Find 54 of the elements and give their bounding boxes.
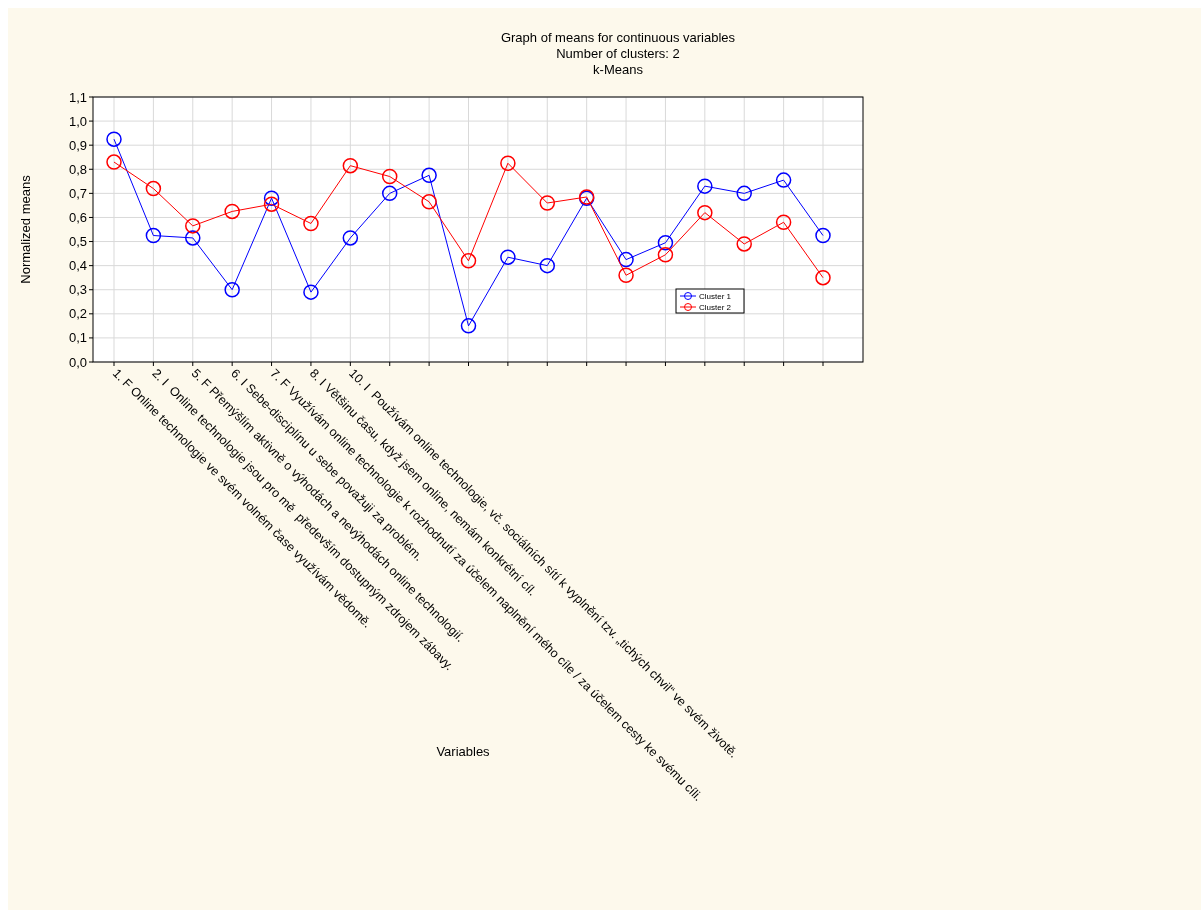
point — [381, 168, 398, 185]
y-tick-label: 0,0 — [68, 354, 87, 370]
chart-title: Graph of means for continuous variables — [500, 30, 736, 45]
point — [381, 185, 398, 202]
point — [697, 178, 713, 194]
point — [106, 154, 122, 170]
point — [460, 253, 477, 269]
point — [421, 167, 437, 184]
point — [145, 180, 162, 197]
point — [697, 204, 713, 221]
point — [460, 318, 477, 334]
point — [618, 251, 634, 268]
y-tick-label: 1,0 — [68, 113, 87, 129]
point — [500, 249, 516, 265]
point — [224, 281, 240, 298]
point — [421, 194, 437, 210]
point — [815, 269, 831, 286]
point — [263, 190, 280, 206]
point — [657, 247, 674, 263]
y-tick-label: 0,5 — [68, 234, 87, 250]
point — [185, 230, 201, 246]
point — [224, 203, 240, 220]
y-tick-label: 0,7 — [68, 185, 87, 201]
y-tick-label: 0,1 — [68, 330, 87, 346]
point — [342, 230, 359, 246]
point — [539, 257, 556, 274]
x-axis-title: Variables — [436, 744, 491, 759]
point — [106, 131, 122, 147]
point — [303, 284, 319, 300]
point — [185, 218, 201, 234]
chart-subtitle: Number of clusters: 2 k-Means — [556, 46, 680, 77]
point — [145, 227, 162, 244]
y-tick-label: 0,2 — [68, 306, 87, 322]
y-tick-label: 0,6 — [68, 210, 87, 225]
point — [657, 235, 674, 251]
point — [815, 227, 831, 244]
point — [342, 157, 359, 174]
legend-label: Cluster 1 — [699, 291, 732, 301]
legend-label: Cluster 2 — [699, 302, 732, 312]
y-tick-label: 1,1 — [68, 89, 87, 105]
y-tick-label: 0,4 — [68, 258, 87, 274]
point — [775, 214, 792, 231]
y-tick-label: 0,9 — [68, 137, 87, 153]
y-tick-label: 0,8 — [68, 161, 87, 177]
point — [263, 196, 280, 212]
point — [303, 215, 319, 232]
point — [618, 267, 634, 284]
point — [736, 185, 752, 202]
point — [736, 236, 752, 252]
y-tick-label: 0,3 — [68, 282, 87, 298]
point — [775, 172, 792, 188]
point — [539, 195, 556, 211]
y-axis-title: Normalized means — [18, 174, 33, 284]
point — [500, 155, 516, 171]
